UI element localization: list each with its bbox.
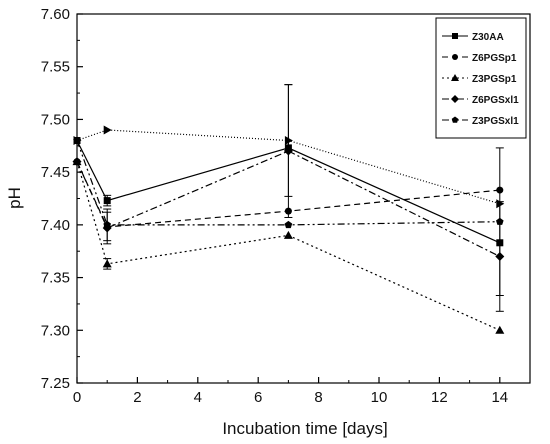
y-tick-label: 7.25 xyxy=(41,375,70,392)
pentagon-marker xyxy=(284,220,293,229)
triangle-marker xyxy=(495,325,505,334)
triangle-marker xyxy=(102,259,112,268)
diamond-marker xyxy=(451,95,459,103)
legend-entry: Z6PGSp1 xyxy=(442,53,517,64)
series-5 xyxy=(73,136,504,296)
y-tick-label: 7.45 xyxy=(41,164,70,181)
square-marker xyxy=(103,197,111,205)
x-tick-label: 6 xyxy=(254,389,262,406)
x-tick-label: 4 xyxy=(194,389,202,406)
y-axis-label: pH xyxy=(5,187,24,209)
legend-entry: Z30AA xyxy=(442,32,504,43)
x-tick-label: 10 xyxy=(371,389,388,406)
diamond-marker xyxy=(72,157,82,167)
legend-entry: Z3PGSp1 xyxy=(442,74,517,85)
x-axis-label: Incubation time [days] xyxy=(222,419,387,438)
legend-label: Z30AA xyxy=(472,32,504,43)
pentagon-marker xyxy=(496,217,504,225)
series-line xyxy=(76,161,500,228)
y-tick-label: 7.35 xyxy=(41,270,70,287)
pentagon-marker xyxy=(451,116,459,123)
series-layer xyxy=(72,84,505,334)
right-triangle-marker xyxy=(496,199,505,209)
series-line xyxy=(76,140,500,226)
right-triangle-marker xyxy=(103,125,112,135)
x-tick-label: 14 xyxy=(491,389,508,406)
legend: Z30AA Z6PGSp1 Z3PGSp1 Z6PGSxl1 Z3PGSxl1 xyxy=(435,17,527,139)
y-tick-label: 7.60 xyxy=(41,6,70,23)
x-tick-label: 12 xyxy=(431,389,448,406)
legend-entry: Z6PGSxl1 xyxy=(442,95,519,106)
legend-label: Z6PGSxl1 xyxy=(472,95,519,106)
triangle-marker xyxy=(451,74,459,81)
x-tick-label: 2 xyxy=(133,389,141,406)
y-tick-label: 7.40 xyxy=(41,217,70,234)
series-line xyxy=(76,140,501,244)
series-line xyxy=(76,161,501,331)
square-marker xyxy=(452,33,458,39)
pentagon-marker xyxy=(103,220,111,229)
y-tick-label: 7.55 xyxy=(41,59,70,76)
right-triangle-marker xyxy=(284,136,293,146)
legend-label: Z3PGSxl1 xyxy=(472,116,519,127)
y-axis: 7.25 7.30 7.35 7.40 7.45 7.50 7.55 7.60 xyxy=(41,6,83,392)
series-6 xyxy=(73,84,505,209)
x-axis: 0 2 4 6 8 10 12 14 xyxy=(73,377,531,406)
circle-marker xyxy=(452,54,458,60)
x-tick-label: 0 xyxy=(73,389,81,406)
y-tick-label: 7.30 xyxy=(41,322,70,339)
legend-box xyxy=(435,17,527,139)
y-tick-label: 7.50 xyxy=(41,111,70,128)
right-triangle-marker xyxy=(73,136,82,146)
series-line xyxy=(76,150,501,258)
triangle-marker xyxy=(283,230,293,239)
legend-entry: Z3PGSxl1 xyxy=(442,116,519,127)
legend-label: Z6PGSp1 xyxy=(472,53,517,64)
legend-label: Z3PGSp1 xyxy=(472,74,517,85)
x-tick-label: 8 xyxy=(314,389,322,406)
series-line xyxy=(76,129,500,205)
